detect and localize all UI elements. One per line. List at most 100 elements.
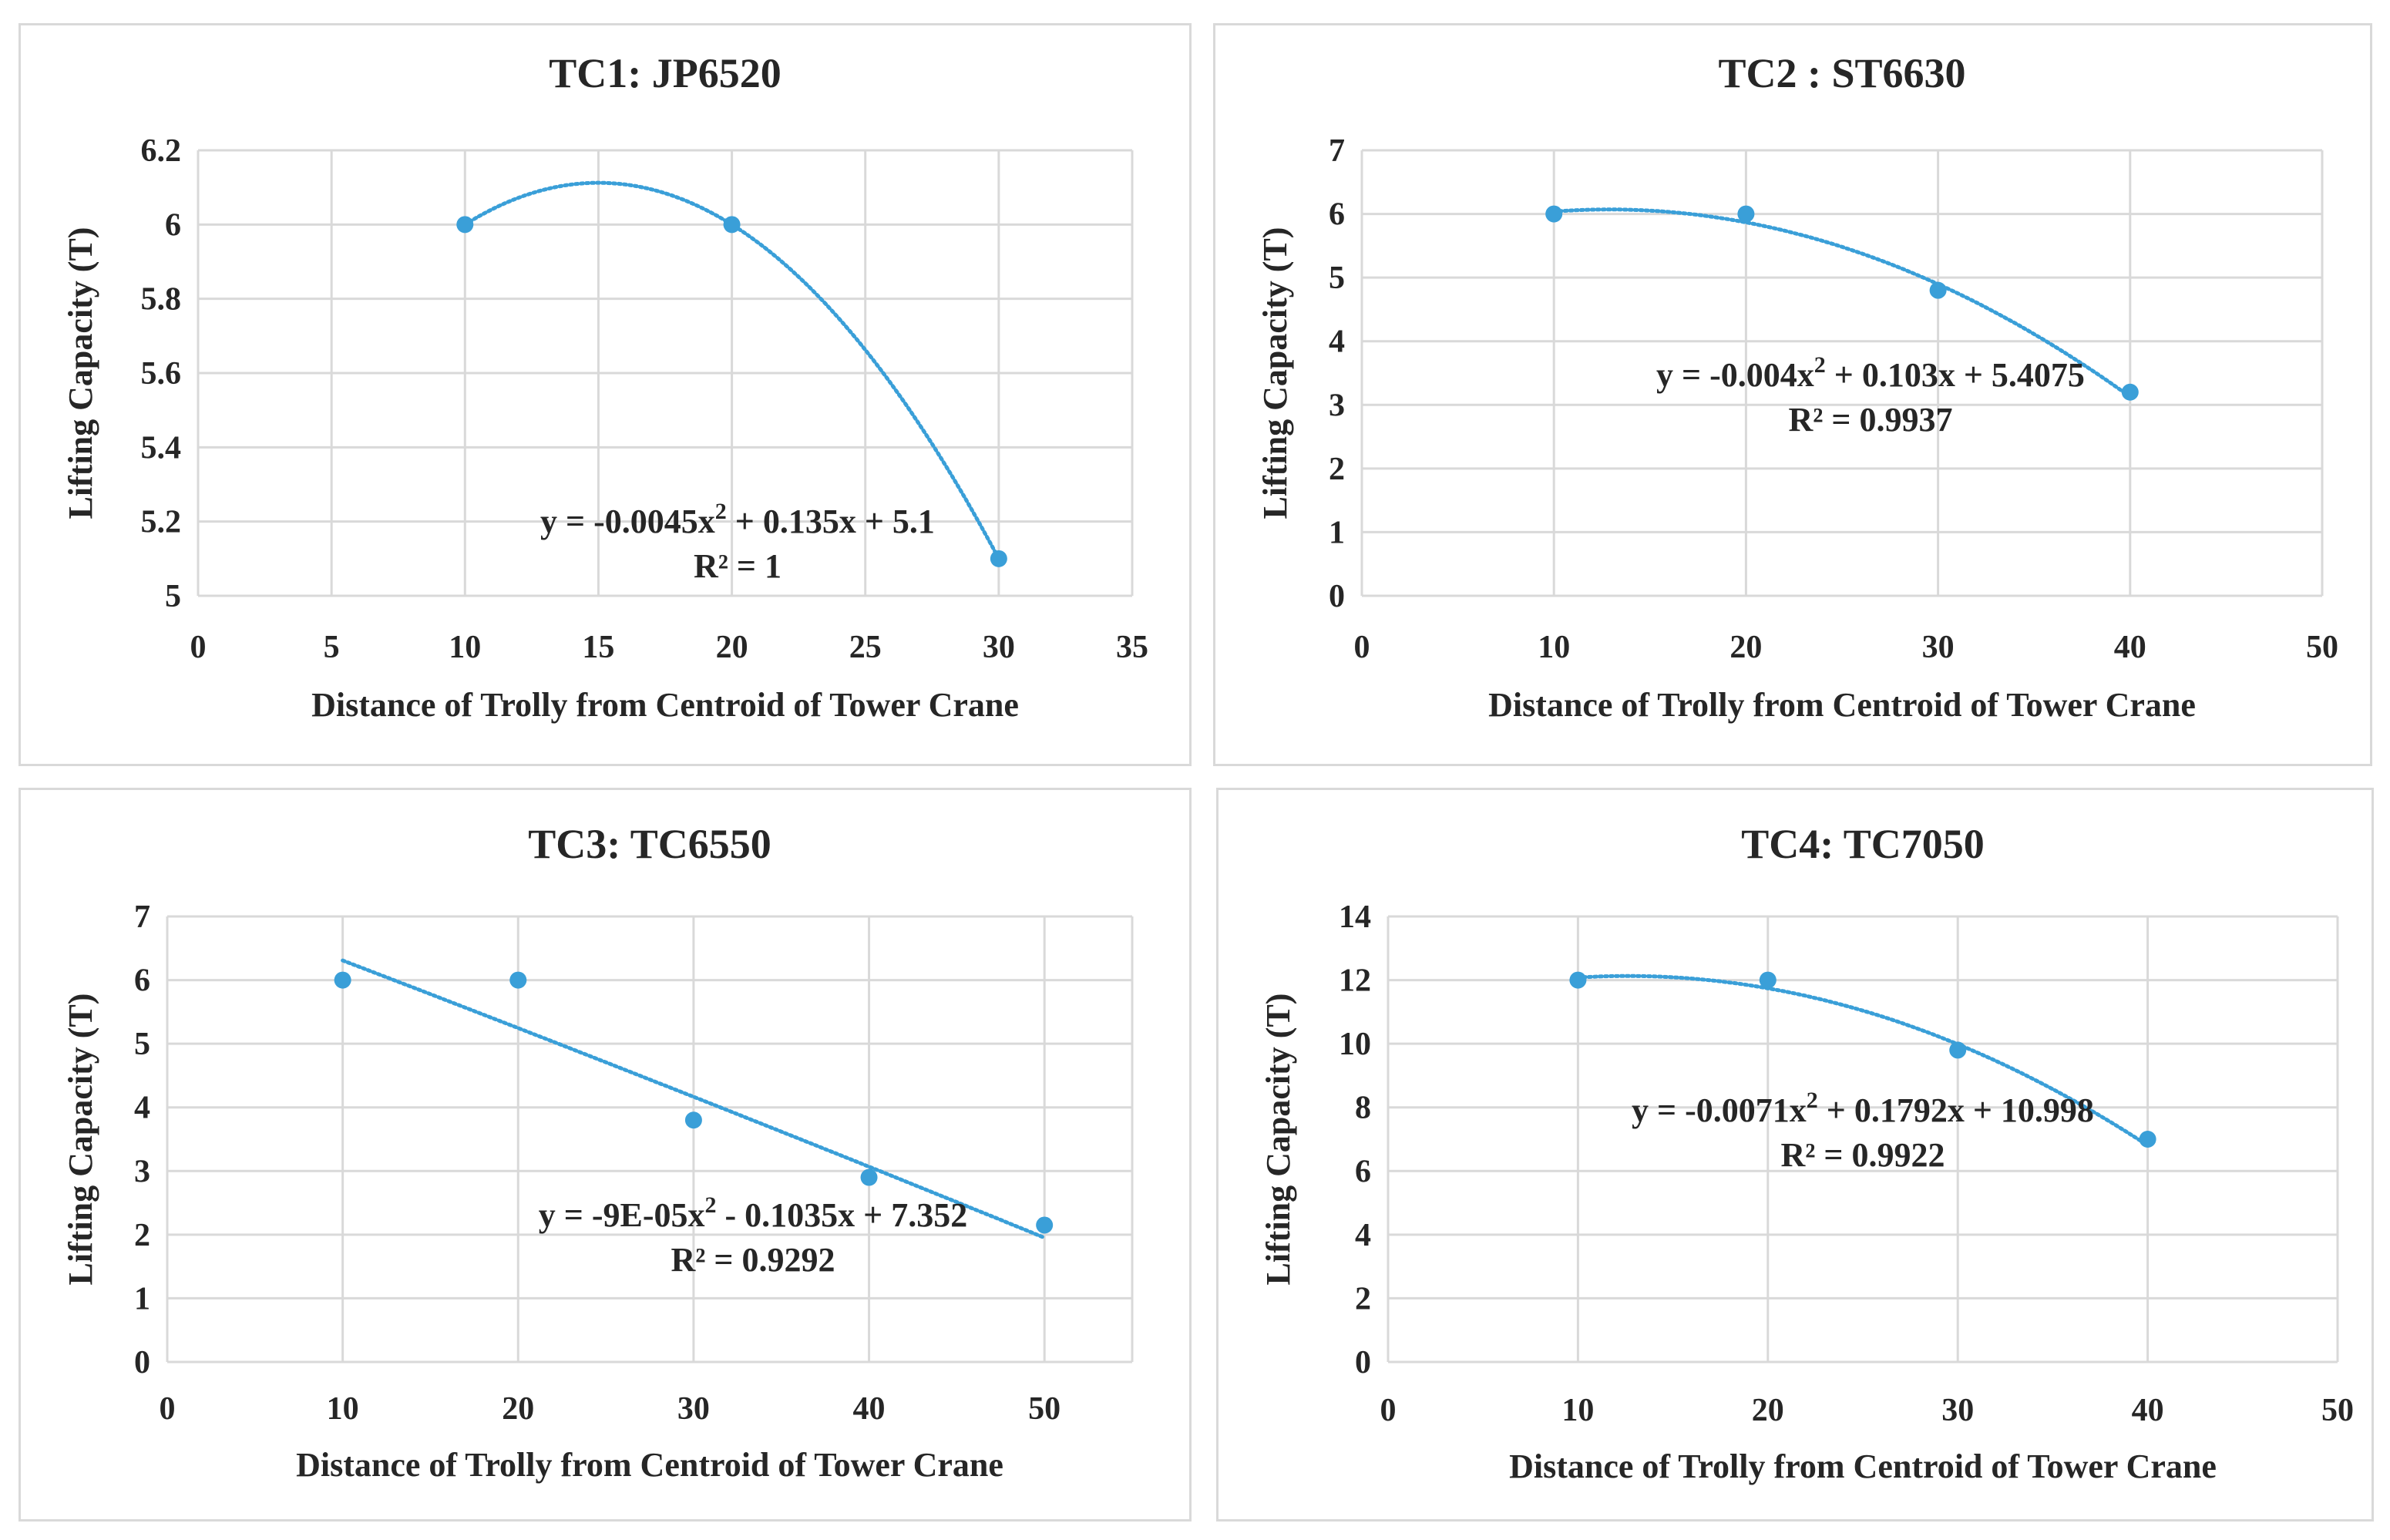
data-point (1737, 205, 1755, 223)
x-tick-label: 15 (582, 630, 614, 665)
y-tick-label: 5 (165, 579, 181, 614)
x-tick-label: 0 (1380, 1393, 1397, 1428)
y-tick-label: 6 (165, 207, 181, 243)
x-tick-label: 50 (2321, 1393, 2354, 1428)
y-tick-label: 8 (1355, 1091, 1371, 1126)
trendline (1551, 207, 2133, 399)
chart-panel-tc4: 0 2 4 6 8 10 12 14 0 10 20 30 40 50 TC4: TC7050 Distanc… (1216, 788, 2374, 1522)
y-tick-label: 5 (1329, 261, 1345, 296)
x-tick-label: 5 (324, 630, 340, 665)
trendline-equation: y = -0.004x2 + 0.103x + 5.4075 (1656, 352, 2085, 394)
x-tick-label: 0 (1354, 630, 1370, 665)
trendline-equation: y = -9E-05x2 - 0.1035x + 7.352 (539, 1192, 967, 1234)
data-point (1036, 1216, 1054, 1234)
data-point (1929, 281, 1947, 299)
x-tick-label: 25 (849, 630, 882, 665)
x-tick-label: 20 (716, 630, 748, 665)
y-tick-label: 3 (1329, 388, 1345, 423)
data-point (860, 1168, 878, 1186)
chart-title: TC1: JP6520 (549, 50, 781, 96)
data-point (684, 1111, 702, 1129)
y-tick-label: 6.2 (141, 133, 182, 169)
x-axis-title: Distance of Trolly from Centroid of Towe… (296, 1446, 1003, 1484)
y-tick-label: 7 (1329, 133, 1345, 169)
x-tick-label: 30 (677, 1391, 710, 1427)
x-tick-label: 10 (449, 630, 481, 665)
chart-title: TC3: TC6550 (528, 821, 771, 867)
y-axis-title: Lifting Capacity (T) (1256, 227, 1294, 519)
y-tick-label: 14 (1339, 899, 1371, 935)
y-tick-label: 5.2 (141, 505, 182, 540)
x-tick-label: 10 (1561, 1393, 1594, 1428)
y-tick-label: 1 (134, 1281, 150, 1316)
y-tick-label: 0 (134, 1345, 150, 1380)
y-tick-label: 7 (134, 899, 150, 935)
y-tick-label: 0 (1355, 1345, 1371, 1380)
trendline-equation: y = -0.0071x2 + 0.1792x + 10.998 (1632, 1088, 2094, 1129)
y-tick-label: 2 (1329, 452, 1345, 487)
y-tick-label: 6 (1329, 197, 1345, 233)
y-tick-label: 1 (1329, 515, 1345, 550)
x-tick-label: 30 (1941, 1393, 1974, 1428)
chart-panel-tc3: 0 1 2 3 4 5 6 7 0 10 20 30 40 50 TC3: TC6550 Distance o… (18, 788, 1192, 1522)
r-squared-label: R² = 0.9937 (1788, 401, 1952, 439)
chart-panel-tc1: 5 5.2 5.4 5.6 5.8 6 6.2 0 5 10 15 20 25 30 35 TC1: JP65… (18, 23, 1192, 766)
y-tick-label: 5.6 (141, 356, 182, 392)
data-point (334, 971, 351, 989)
y-axis-title: Lifting Capacity (T) (62, 994, 99, 1286)
x-tick-label: 50 (2306, 630, 2338, 665)
chart-panel-tc2: 0 1 2 3 4 5 6 7 0 10 20 30 40 50 TC2 : ST6630 Distance … (1213, 23, 2372, 766)
data-point (990, 550, 1007, 567)
x-tick-label: 50 (1028, 1391, 1061, 1427)
trendline (341, 958, 1047, 1240)
data-point (1569, 971, 1587, 989)
x-axis-title: Distance of Trolly from Centroid of Towe… (311, 686, 1019, 724)
y-tick-label: 2 (1355, 1281, 1371, 1316)
y-tick-label: 0 (1329, 579, 1345, 614)
y-tick-label: 2 (134, 1218, 150, 1253)
data-point (2139, 1131, 2156, 1148)
x-tick-label: 0 (190, 630, 207, 665)
x-axis-title: Distance of Trolly from Centroid of Towe… (1488, 686, 2196, 724)
x-tick-label: 40 (2114, 630, 2146, 665)
data-point (2121, 383, 2139, 401)
y-tick-label: 5.4 (141, 430, 182, 466)
y-tick-label: 6 (134, 963, 150, 999)
y-tick-label: 6 (1355, 1154, 1371, 1189)
trendline-equation: y = -0.0045x2 + 0.135x + 5.1 (540, 499, 935, 540)
y-tick-label: 4 (134, 1091, 150, 1126)
data-point (1545, 205, 1563, 223)
y-tick-label: 4 (1355, 1218, 1371, 1253)
y-tick-label: 12 (1339, 963, 1371, 999)
y-tick-label: 3 (134, 1154, 150, 1189)
y-tick-label: 10 (1339, 1027, 1371, 1062)
x-tick-label: 20 (1752, 1393, 1784, 1428)
chart-tc4: 0 2 4 6 8 10 12 14 0 10 20 30 40 50 TC4: TC7050 Distanc… (1259, 821, 2354, 1485)
x-tick-label: 30 (983, 630, 1015, 665)
x-tick-label: 30 (1922, 630, 1955, 665)
x-tick-label: 10 (1538, 630, 1570, 665)
x-tick-label: 40 (853, 1391, 886, 1427)
y-tick-label: 5 (134, 1027, 150, 1062)
x-axis-title: Distance of Trolly from Centroid of Towe… (1509, 1448, 2217, 1485)
data-point (1759, 971, 1777, 989)
y-axis-title: Lifting Capacity (T) (1259, 994, 1297, 1286)
chart-tc3: 0 1 2 3 4 5 6 7 0 10 20 30 40 50 TC3: TC6550 Distance o… (62, 821, 1134, 1484)
x-tick-label: 20 (1729, 630, 1762, 665)
y-tick-label: 4 (1329, 324, 1345, 360)
trendline (1575, 973, 2150, 1148)
data-point (509, 971, 527, 989)
r-squared-label: R² = 0.9292 (671, 1241, 835, 1279)
data-point (1949, 1041, 1967, 1059)
x-tick-label: 20 (502, 1391, 534, 1427)
y-axis-title: Lifting Capacity (T) (62, 227, 99, 519)
x-tick-label: 0 (160, 1391, 176, 1427)
chart-title: TC4: TC7050 (1741, 821, 1985, 867)
x-tick-label: 10 (327, 1391, 359, 1427)
chart-tc2: 0 1 2 3 4 5 6 7 0 10 20 30 40 50 TC2 : ST6630 Distance … (1256, 50, 2338, 724)
chart-title: TC2 : ST6630 (1718, 50, 1965, 96)
data-point (456, 216, 474, 234)
r-squared-label: R² = 1 (694, 547, 782, 585)
r-squared-label: R² = 0.9922 (1780, 1136, 1945, 1174)
